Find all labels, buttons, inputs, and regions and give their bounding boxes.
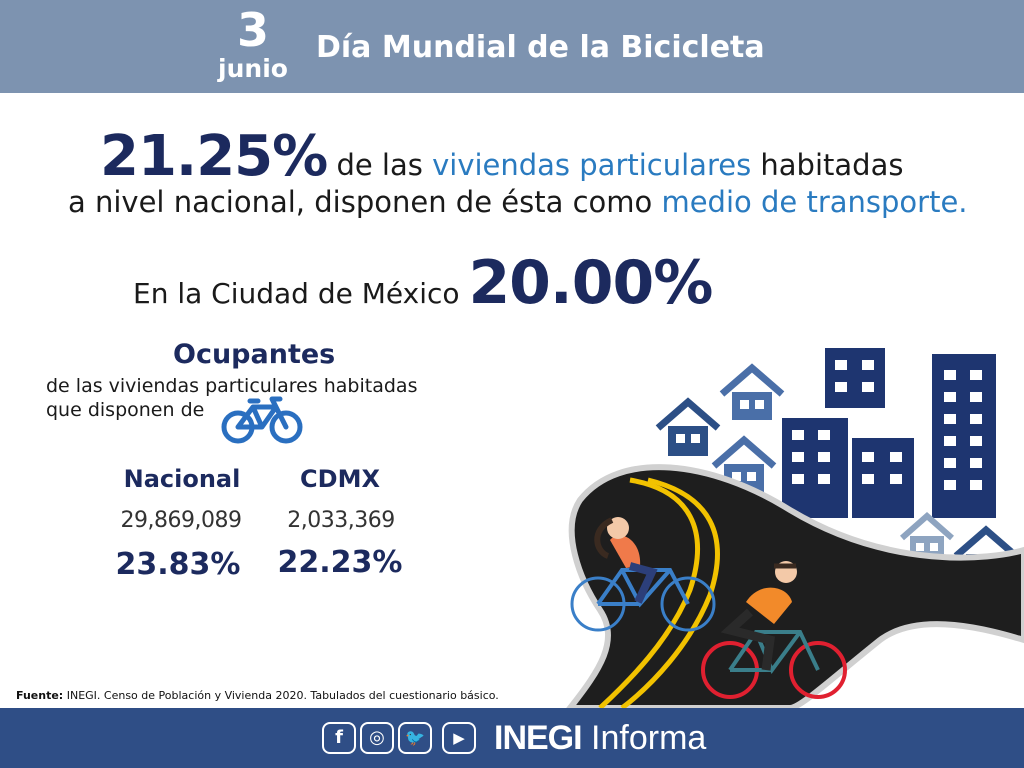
occupants-title: Ocupantes <box>173 339 336 370</box>
city-road-illustration <box>566 348 1024 708</box>
youtube-icon[interactable]: ▶ <box>442 722 476 754</box>
instagram-icon[interactable]: ◎ <box>360 722 394 754</box>
header-banner <box>0 0 1024 93</box>
headline-line-2: a nivel nacional, disponen de ésta como … <box>68 182 968 222</box>
cdmx-text: En la Ciudad de México <box>133 277 469 310</box>
headline-text-2: a nivel nacional, disponen de ésta como <box>68 185 662 219</box>
national-percent: 21.25% <box>100 124 328 189</box>
headline-accent-2: medio de transporte. <box>661 185 968 219</box>
date-month: junio <box>218 54 288 83</box>
inegi-logo: INEGI Informa <box>494 716 706 760</box>
facebook-icon[interactable]: f <box>322 722 356 754</box>
twitter-icon[interactable]: 🐦 <box>398 722 432 754</box>
headline-text-1: de las <box>327 148 433 182</box>
headline-accent-1: viviendas particulares <box>432 148 752 182</box>
brand-light: Informa <box>591 719 707 757</box>
headline-text-1-end: habitadas <box>751 148 904 182</box>
source-label: Fuente: <box>16 689 64 702</box>
cdmx-label: CDMX <box>300 465 380 493</box>
headline-line-1: 21.25% de las viviendas particulares hab… <box>100 124 903 198</box>
page-title: Día Mundial de la Bicicleta <box>316 30 765 65</box>
headline-line-3: En la Ciudad de México 20.00% <box>133 248 713 329</box>
national-label: Nacional <box>123 465 241 493</box>
cdmx-percent: 20.00% <box>468 248 713 318</box>
cdmx-occupant-percent: 22.23% <box>277 545 403 580</box>
national-occupant-percent: 23.83% <box>115 547 241 582</box>
occupants-line-2: que disponen de <box>46 399 205 421</box>
brand-bold: INEGI <box>494 719 583 757</box>
date-day: 3 <box>236 3 269 57</box>
bicycle-icon <box>221 396 303 444</box>
cyclist-red-bike <box>701 561 847 699</box>
national-count: 29,869,089 <box>120 508 242 533</box>
cyclist-blue-bike <box>570 517 716 632</box>
footer-bar <box>0 708 1024 768</box>
source-note: Fuente: INEGI. Censo de Población y Vivi… <box>16 689 499 703</box>
source-text: INEGI. Censo de Población y Vivienda 202… <box>63 689 499 702</box>
cdmx-count: 2,033,369 <box>287 508 395 533</box>
occupants-line-1: de las viviendas particulares habitadas <box>46 375 418 397</box>
